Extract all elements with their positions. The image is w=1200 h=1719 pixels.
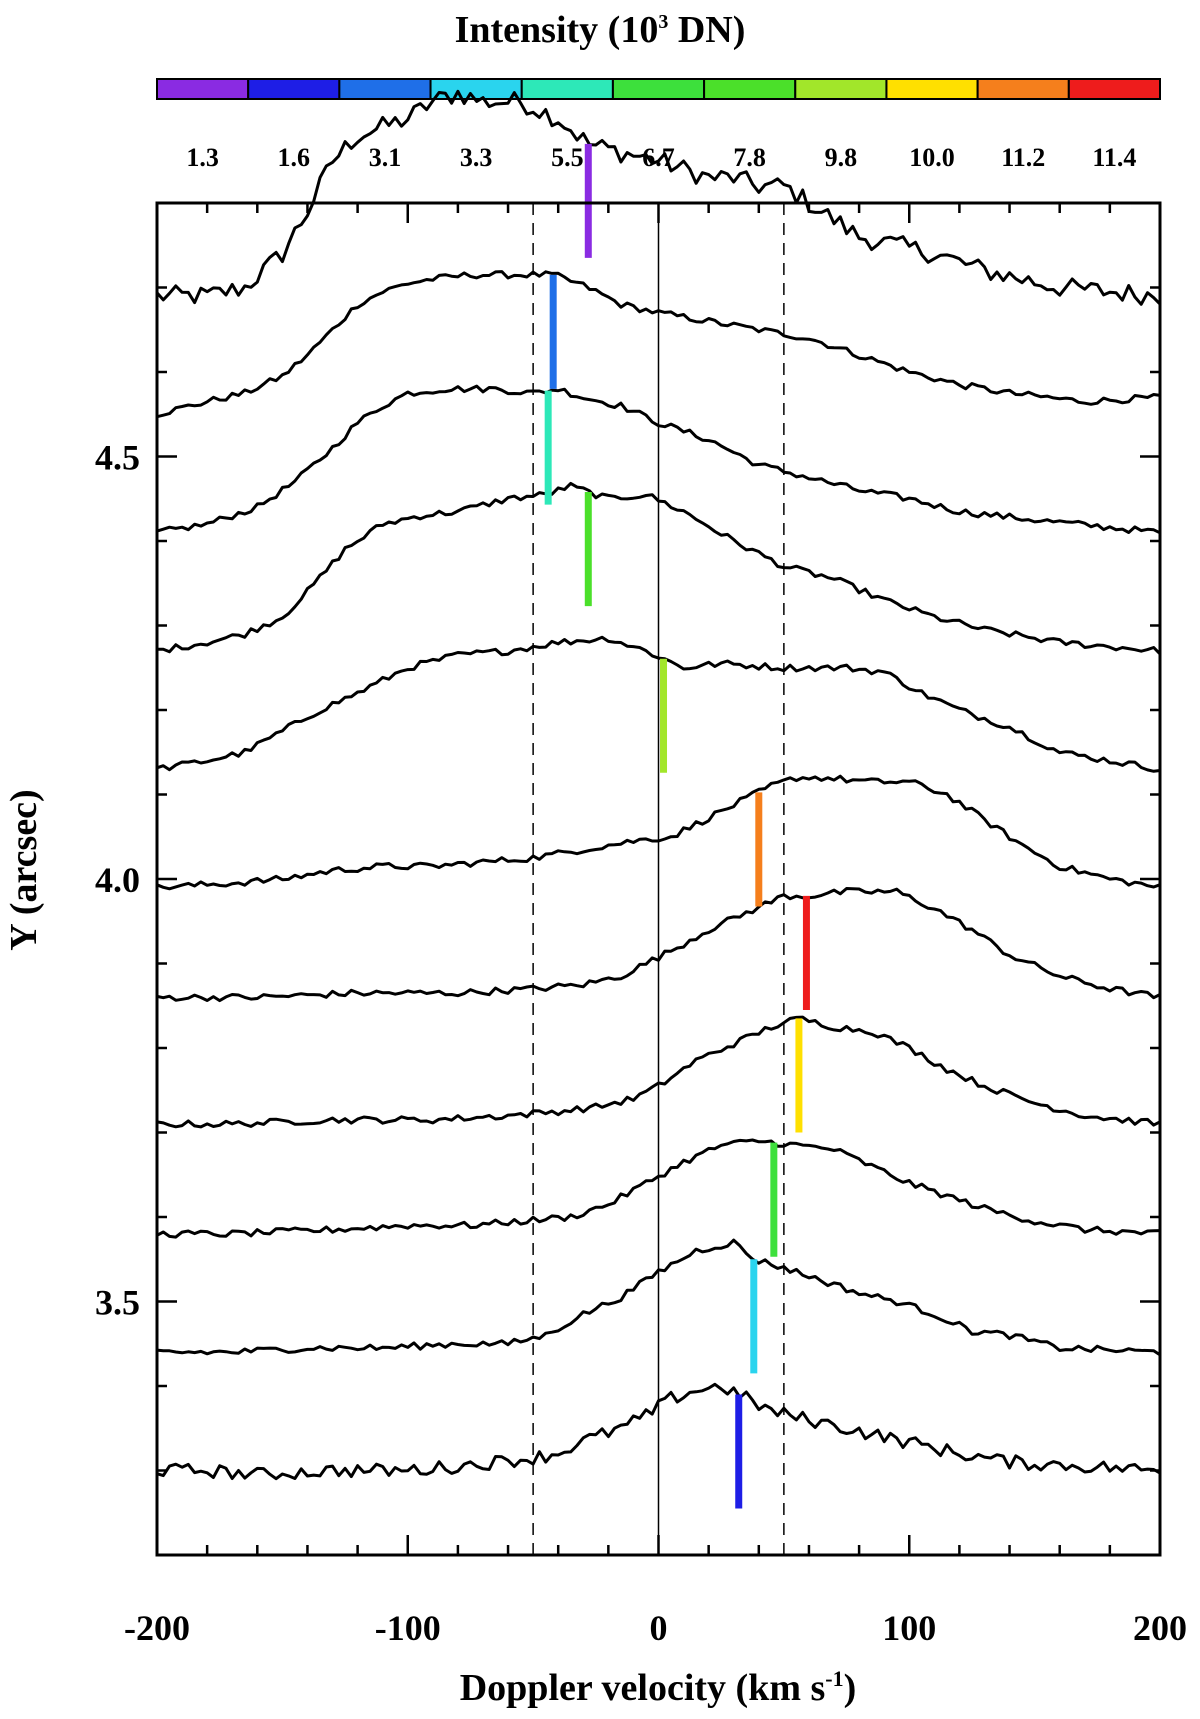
colorbar-segment (703, 78, 797, 100)
series-line (156, 635, 1161, 773)
series-line (155, 89, 1162, 306)
colorbar-segment (885, 78, 979, 100)
x-tick-label: -200 (124, 1608, 190, 1648)
series-line (157, 481, 1162, 655)
x-tick-label: 0 (650, 1608, 668, 1648)
colorbar-label: 11.2 (1001, 143, 1045, 172)
x-tick-label: -100 (375, 1608, 441, 1648)
colorbar-labels: 1.3 1.6 3.1 3.3 5.5 6.7 7.8 9.8 10.0 11.2 11.4 (186, 143, 1136, 172)
colorbar-label: 9.8 (825, 143, 858, 172)
x-tick-label: 200 (1133, 1608, 1187, 1648)
colorbar-segment (156, 78, 250, 100)
colorbar-segment (1067, 78, 1162, 100)
y-tick-label: 3.5 (95, 1283, 140, 1323)
colorbar (156, 78, 1162, 100)
colorbar-label: 3.1 (369, 143, 402, 172)
colorbar-segment (429, 78, 523, 100)
colorbar-label: 10.0 (909, 143, 955, 172)
x-tick-labels: -200 -100 0 100 200 (124, 1608, 1187, 1648)
series-line (156, 1382, 1161, 1481)
colorbar-segment (247, 78, 341, 100)
colorbar-segment (338, 78, 432, 100)
colorbar-title: Intensity (103 DN) (455, 9, 746, 51)
x-axis-title: Doppler velocity (km s-1) (460, 1666, 857, 1709)
y-tick-label: 4.5 (95, 438, 140, 478)
y-tick-labels: 3.5 4.0 4.5 (95, 438, 140, 1323)
x-tick-label: 100 (882, 1608, 936, 1648)
colorbar-label: 5.5 (551, 143, 584, 172)
peak-markers (544, 143, 810, 1509)
reference-lines (532, 203, 785, 1555)
colorbar-segment (794, 78, 888, 100)
plot-area (155, 89, 1162, 1557)
series-line (156, 1138, 1161, 1239)
colorbar-label: 7.8 (733, 143, 766, 172)
axis-ticks (155, 201, 1162, 1557)
colorbar-segment (611, 78, 706, 100)
colorbar-label: 1.3 (186, 143, 219, 172)
series-line (156, 1015, 1161, 1129)
y-tick-label: 4.0 (95, 860, 140, 900)
series-line (156, 887, 1161, 1003)
y-axis-title: Y (arcsec) (3, 789, 45, 950)
colorbar-segment (976, 78, 1070, 100)
colorbar-label: 11.4 (1092, 143, 1136, 172)
colorbar-label: 3.3 (460, 143, 493, 172)
colorbar-segment (520, 78, 614, 100)
colorbar-label: 1.6 (278, 143, 311, 172)
series-line (156, 774, 1161, 891)
series-line (156, 1238, 1161, 1357)
series-line (156, 270, 1161, 419)
series-layer (155, 89, 1162, 1481)
series-line (156, 384, 1161, 535)
